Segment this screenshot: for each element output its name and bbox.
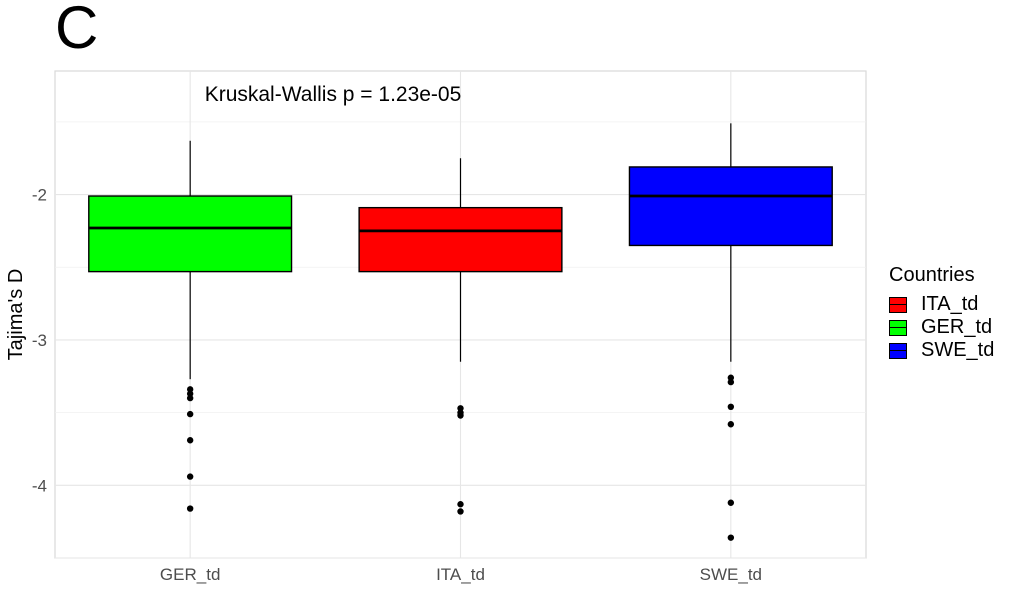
box-GER_td [88, 195, 293, 273]
outlier-point [186, 394, 194, 402]
box-ITA_td [358, 206, 563, 273]
panel-label: C [55, 0, 99, 61]
legend-title: Countries [889, 264, 975, 286]
legend-item-ger: GER_td [889, 316, 994, 339]
outlier-point [186, 505, 194, 512]
y-tick-label: -3 [32, 331, 47, 350]
outlier-point [457, 508, 464, 515]
legend-key-swe [889, 342, 907, 359]
box-SWE_td [628, 166, 833, 247]
y-axis-title: Tajima's D [5, 269, 27, 361]
outlier-point [727, 403, 735, 411]
legend-label-ita: ITA_td [921, 293, 979, 315]
legend-label-ger: GER_td [921, 316, 993, 338]
y-tick-label: -2 [32, 186, 47, 205]
outlier-point [457, 501, 464, 508]
outlier-point [186, 410, 194, 418]
legend-key-ita [889, 296, 907, 313]
x-tick-label: GER_td [160, 565, 220, 584]
y-tick-label: -4 [32, 476, 47, 495]
outlier-point [727, 534, 735, 541]
outlier-point [727, 378, 735, 386]
legend: Countries ITA_td GER_td SWE_td [889, 264, 994, 362]
outlier-point [727, 421, 735, 428]
outlier-point [457, 412, 464, 419]
outlier-point [727, 499, 735, 506]
legend-item-swe: SWE_td [889, 339, 994, 362]
x-tick-label: SWE_td [700, 565, 762, 584]
legend-key-ger [889, 319, 907, 336]
kruskal-wallis-annotation: Kruskal-Wallis p = 1.23e-05 [205, 83, 462, 106]
x-tick-label: ITA_td [436, 565, 485, 584]
legend-item-ita: ITA_td [889, 293, 994, 316]
outlier-point [186, 437, 194, 444]
outlier-point [186, 473, 194, 480]
legend-label-swe: SWE_td [921, 339, 995, 361]
